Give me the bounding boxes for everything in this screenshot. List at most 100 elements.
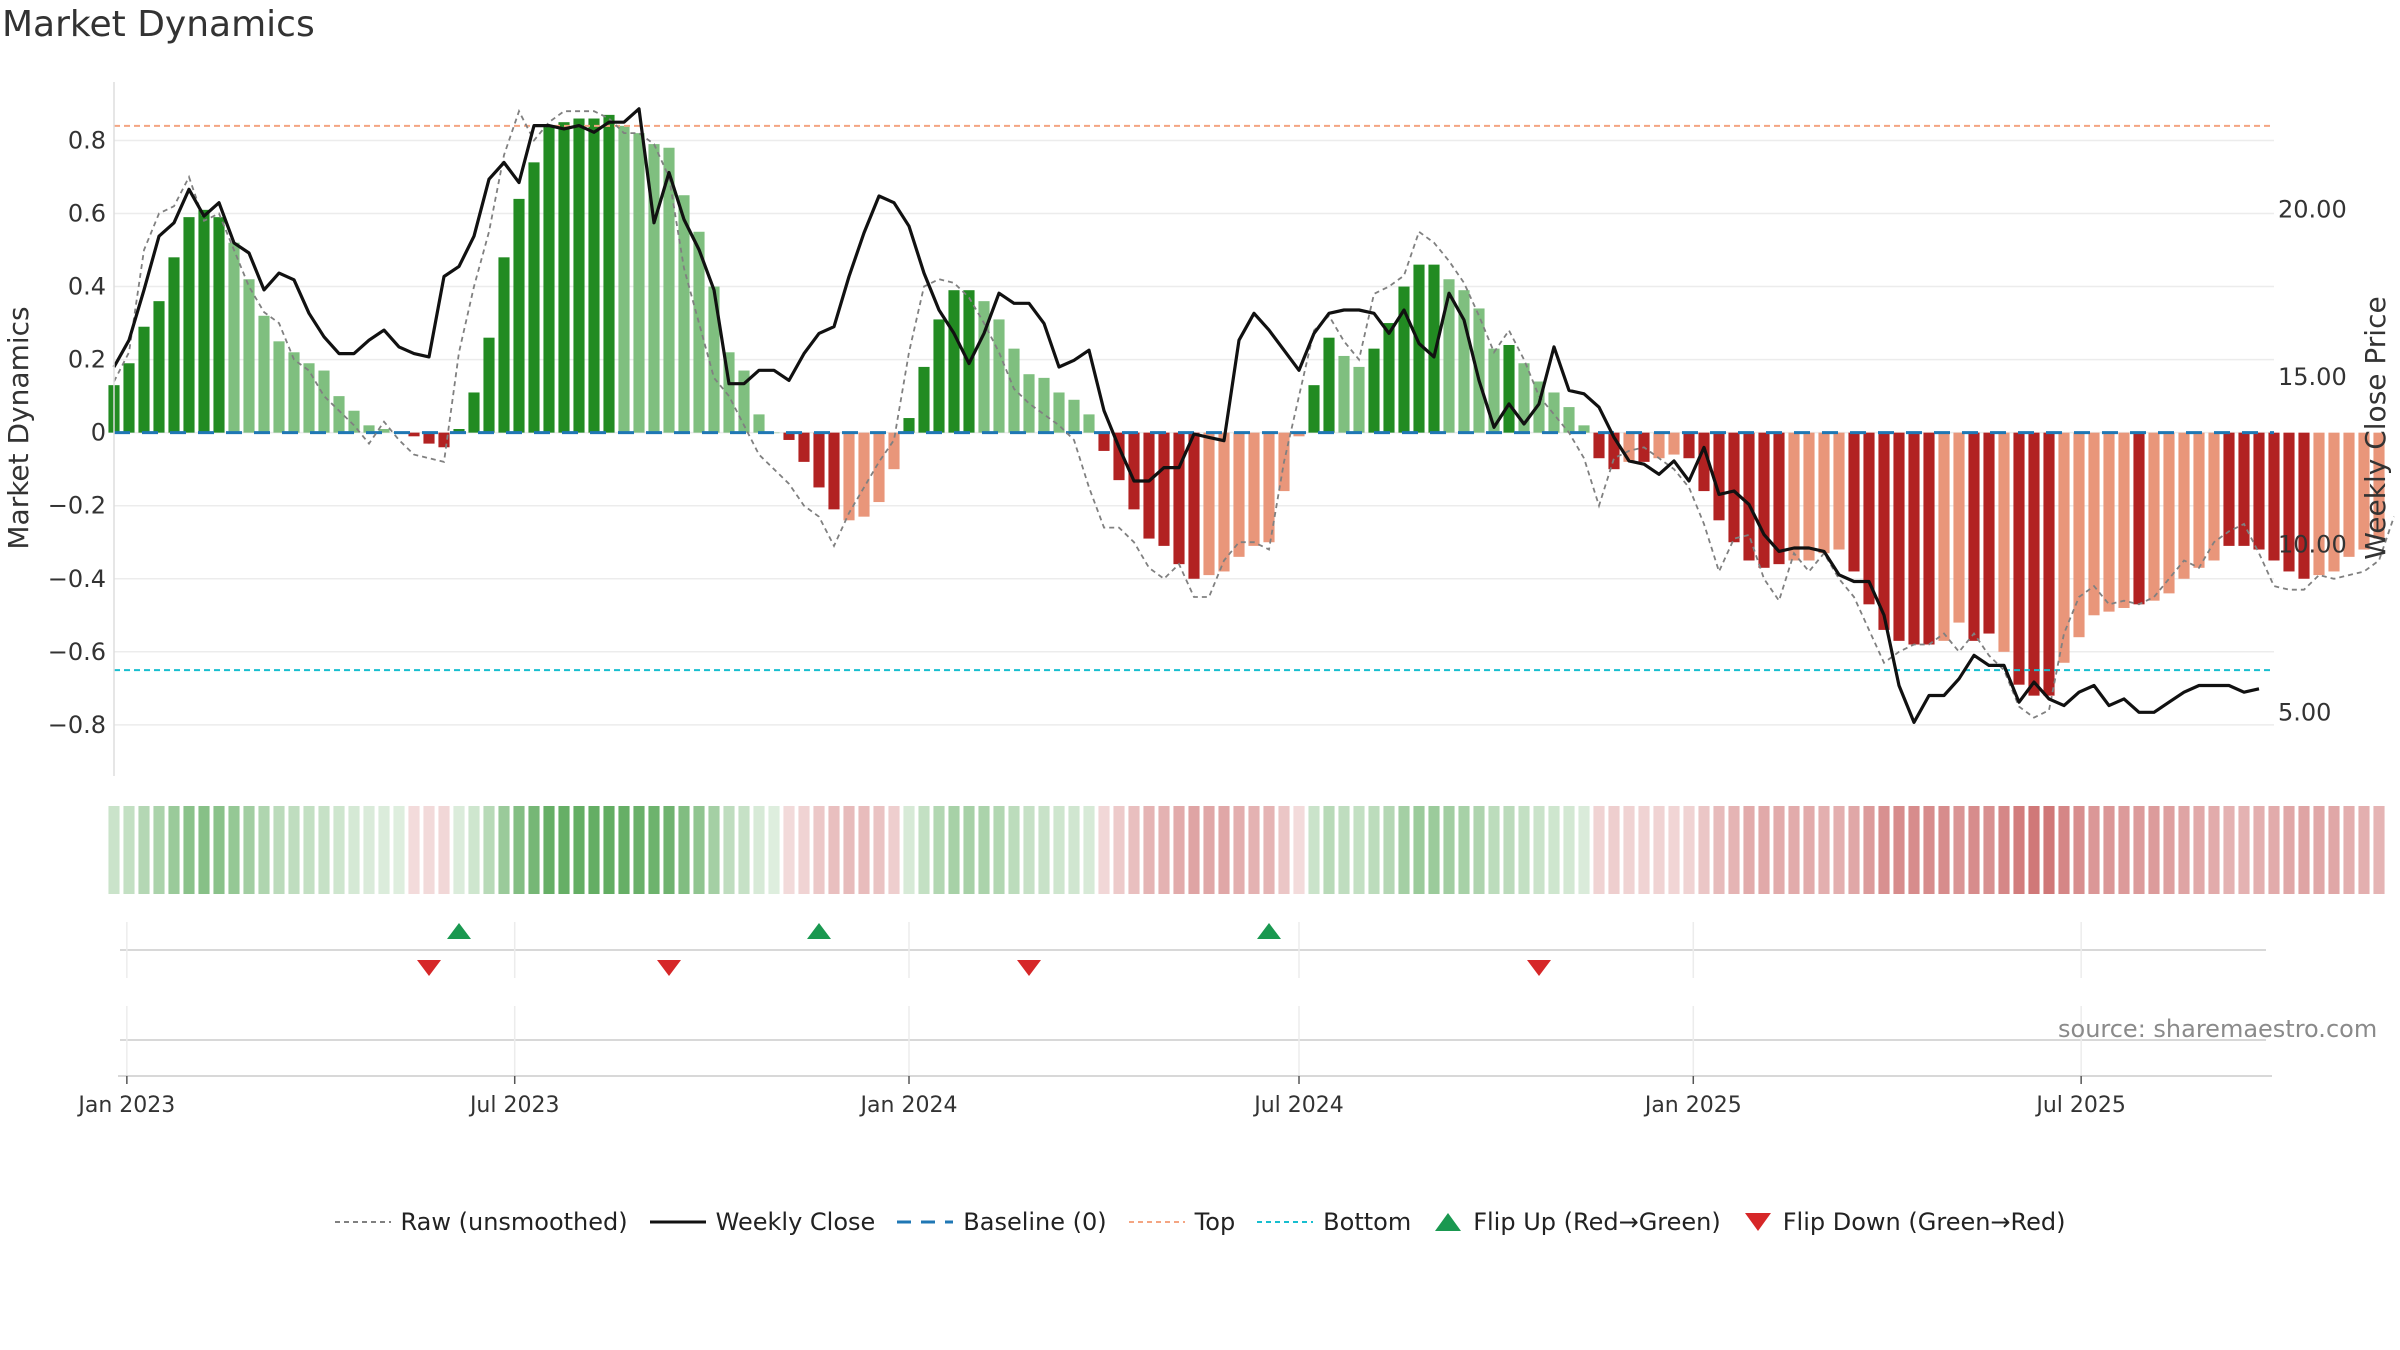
dynamics-bar [1788, 432, 1800, 561]
heat-cell [1758, 806, 1770, 894]
heat-cell [318, 806, 330, 894]
dynamics-bar [543, 125, 555, 433]
heat-cell [378, 806, 390, 894]
dynamics-bar [933, 319, 945, 433]
dynamics-bar [1998, 432, 2010, 652]
heat-cell [1203, 806, 1215, 894]
heat-cell [1893, 806, 1905, 894]
dynamics-bar [1953, 432, 1965, 623]
dynamics-bar [1488, 348, 1500, 433]
legend-label: Bottom [1323, 1208, 1412, 1236]
heat-cell [228, 806, 240, 894]
dynamics-bar [1908, 432, 1920, 645]
dynamics-bar [1158, 432, 1170, 546]
heat-cell [2313, 806, 2325, 894]
dynamics-bar [1623, 432, 1635, 462]
heat-cell [1743, 806, 1755, 894]
dynamics-bar [273, 341, 285, 433]
heat-cell [873, 806, 885, 894]
dynamics-bar [1458, 290, 1470, 433]
heat-cell [2118, 806, 2130, 894]
dynamics-bar [663, 147, 675, 433]
heat-cell [1353, 806, 1365, 894]
dynamics-bar [633, 133, 645, 433]
heat-cell [333, 806, 345, 894]
y2-tick-label: 15.00 [2278, 363, 2347, 391]
heat-cell [723, 806, 735, 894]
heat-cell [1083, 806, 1095, 894]
heat-cell [1398, 806, 1410, 894]
heat-cell [1443, 806, 1455, 894]
dynamics-bar [423, 432, 435, 444]
dynamics-bar [1098, 432, 1110, 451]
dynamics-bar [1053, 392, 1065, 433]
y-tick-label: −0.8 [48, 711, 106, 739]
heat-cell [678, 806, 690, 894]
y-tick-label: −0.4 [48, 565, 106, 593]
dynamics-bar [588, 118, 600, 433]
dynamics-bar [1113, 432, 1125, 481]
heat-cell [1473, 806, 1485, 894]
heat-cell [1953, 806, 1965, 894]
heat-cell [1623, 806, 1635, 894]
dynamics-bar [1428, 264, 1440, 433]
heat-cell [498, 806, 510, 894]
heat-cell [1248, 806, 1260, 894]
heat-cell [768, 806, 780, 894]
dynamics-bar [1668, 432, 1680, 455]
chart-title: Market Dynamics [2, 4, 315, 45]
dynamics-bar [258, 315, 270, 433]
dynamics-bar [1548, 392, 1560, 433]
heat-cell [1128, 806, 1140, 894]
flip-down-marker [1017, 960, 1041, 976]
heat-cell [2358, 806, 2370, 894]
flip-down-marker [1527, 960, 1551, 976]
heat-cell [1713, 806, 1725, 894]
heat-cell [1533, 806, 1545, 894]
dynamics-bar [978, 301, 990, 433]
dynamics-bar [483, 337, 495, 433]
dynamics-bar [1683, 432, 1695, 459]
dynamics-bar [1608, 432, 1620, 470]
heat-cell [993, 806, 1005, 894]
heat-cell [1068, 806, 1080, 894]
dynamics-bar [1818, 432, 1830, 554]
dynamics-bar [1758, 432, 1770, 568]
heat-cell [783, 806, 795, 894]
heat-cell [1113, 806, 1125, 894]
legend-label: Weekly Close [715, 1208, 876, 1236]
lines-layer [112, 107, 2395, 725]
heat-cell [1923, 806, 1935, 894]
raw-line [113, 108, 2395, 719]
heat-cell [2148, 806, 2160, 894]
heat-cell [918, 806, 930, 894]
heat-cell [1593, 806, 1605, 894]
x-tick-label: Jul 2025 [2034, 1093, 2126, 1118]
heat-cell [1683, 806, 1695, 894]
dynamics-bar [2268, 432, 2280, 561]
dynamics-bar [1068, 399, 1080, 433]
dynamics-bar [2343, 432, 2355, 557]
axes-layer: 0.8 0.6 0.4 0.2 0 −0.2 −0.4 −0.6 −0.8 20.00 15.00 1… [48, 82, 2347, 776]
heat-cell [468, 806, 480, 894]
heat-cell [2043, 806, 2055, 894]
heat-cell [2208, 806, 2220, 894]
heat-cell [528, 806, 540, 894]
dynamics-bar [333, 396, 345, 433]
heat-cell [798, 806, 810, 894]
dynamics-bar [873, 432, 885, 503]
heat-cell [1263, 806, 1275, 894]
flip-up-marker [447, 923, 471, 939]
heat-cell [1668, 806, 1680, 894]
dynamics-bar [1323, 337, 1335, 433]
y-tick-label: 0.8 [68, 126, 106, 154]
x-tick-label: Jan 2025 [1643, 1093, 1742, 1118]
heat-cell [708, 806, 720, 894]
heat-cell [513, 806, 525, 894]
dynamics-bar [468, 392, 480, 433]
dynamics-bar [648, 144, 660, 433]
dynamics-bar [408, 432, 420, 437]
heat-cell [393, 806, 405, 894]
heat-cell [1323, 806, 1335, 894]
heat-cell [738, 806, 750, 894]
